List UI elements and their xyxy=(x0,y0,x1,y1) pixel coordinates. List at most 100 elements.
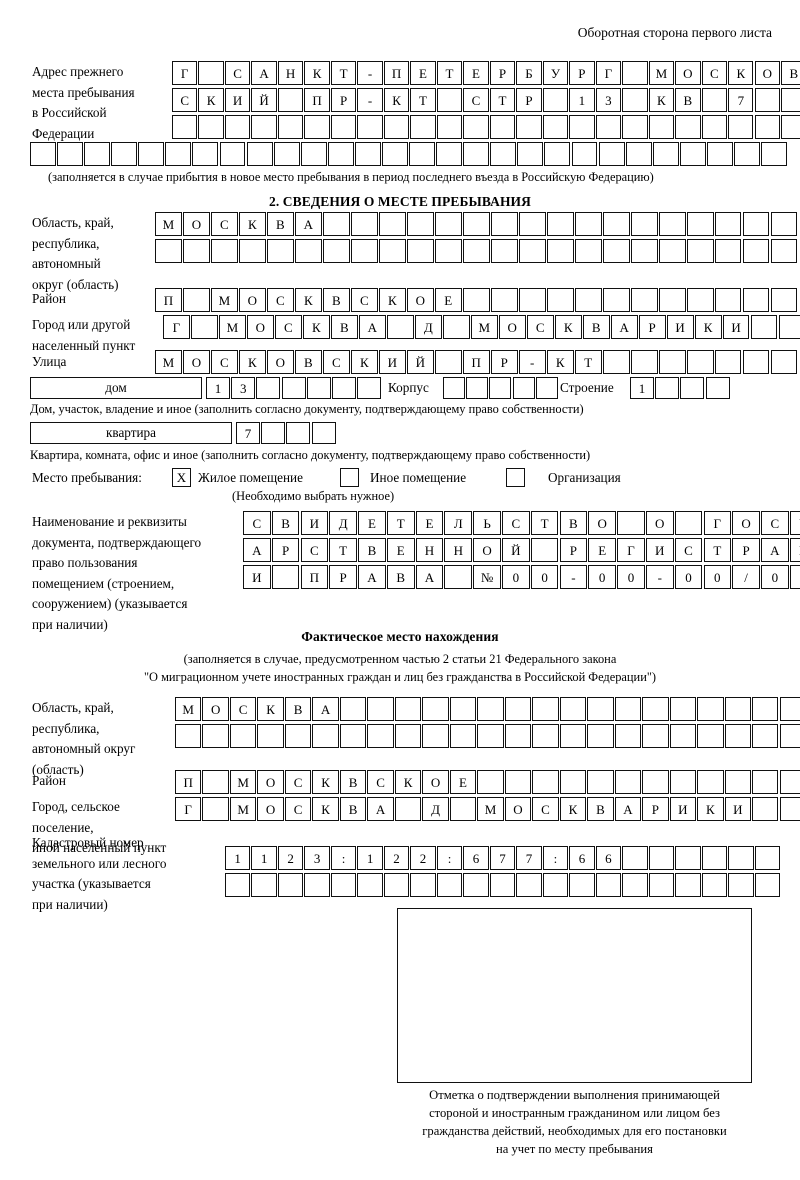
form-cell[interactable]: Н xyxy=(415,538,444,562)
form-cell[interactable]: 0 xyxy=(703,565,732,589)
form-cell[interactable] xyxy=(210,239,238,263)
form-cell[interactable]: И xyxy=(300,511,329,535)
form-cell[interactable]: В xyxy=(339,797,367,821)
form-cell[interactable]: С xyxy=(350,288,378,312)
form-cell[interactable]: Д xyxy=(422,797,449,821)
form-cell[interactable] xyxy=(422,697,449,721)
form-cell[interactable] xyxy=(477,724,504,748)
form-cell[interactable] xyxy=(542,873,569,897)
form-cell[interactable] xyxy=(680,377,705,399)
form-cell[interactable]: А xyxy=(610,315,638,339)
form-cell[interactable] xyxy=(714,350,742,374)
form-cell[interactable] xyxy=(330,115,357,139)
form-cell[interactable]: В xyxy=(330,315,358,339)
form-cell[interactable]: Р xyxy=(330,88,357,112)
form-cell[interactable]: 1 xyxy=(569,88,595,112)
form-cell[interactable]: К xyxy=(378,288,406,312)
form-cell[interactable] xyxy=(238,239,266,263)
form-cell[interactable]: 6 xyxy=(463,846,489,870)
form-cell[interactable]: 3 xyxy=(595,88,622,112)
form-cell[interactable]: К xyxy=(302,315,330,339)
form-cell[interactable] xyxy=(229,724,257,748)
form-cell[interactable]: 7 xyxy=(728,88,754,112)
form-cell[interactable] xyxy=(630,239,658,263)
form-cell[interactable]: В xyxy=(339,770,367,794)
form-cell[interactable] xyxy=(257,724,284,748)
form-cell[interactable] xyxy=(444,565,473,589)
form-cell[interactable]: И xyxy=(722,315,750,339)
document-row-1[interactable]: СВИДЕТЕЛЬСТВООГОСУД xyxy=(243,511,800,535)
form-cell[interactable]: Г xyxy=(703,511,732,535)
form-cell[interactable] xyxy=(327,142,354,166)
form-cell[interactable]: 0 xyxy=(761,565,789,589)
form-cell[interactable] xyxy=(246,142,273,166)
form-cell[interactable] xyxy=(266,239,294,263)
form-cell[interactable] xyxy=(463,115,489,139)
form-cell[interactable] xyxy=(770,239,798,263)
form-cell[interactable]: 2 xyxy=(277,846,304,870)
form-cell[interactable] xyxy=(182,288,210,312)
form-cell[interactable]: Г xyxy=(595,61,622,85)
form-cell[interactable] xyxy=(271,565,300,589)
form-cell[interactable]: К xyxy=(238,350,266,374)
form-cell[interactable] xyxy=(752,797,779,821)
form-cell[interactable] xyxy=(357,873,383,897)
form-cell[interactable] xyxy=(175,724,202,748)
form-cell[interactable]: О xyxy=(202,697,229,721)
form-cell[interactable] xyxy=(532,697,559,721)
form-cell[interactable] xyxy=(84,142,111,166)
form-cell[interactable]: О xyxy=(422,770,449,794)
form-cell[interactable] xyxy=(449,697,477,721)
form-cell[interactable] xyxy=(306,377,331,399)
form-cell[interactable]: В xyxy=(284,697,312,721)
form-cell[interactable] xyxy=(595,115,622,139)
form-cell[interactable] xyxy=(734,142,760,166)
form-cell[interactable] xyxy=(512,377,535,399)
form-cell[interactable]: С xyxy=(463,88,489,112)
form-cell[interactable] xyxy=(202,770,229,794)
form-cell[interactable]: Т xyxy=(530,511,559,535)
form-cell[interactable]: : xyxy=(330,846,357,870)
form-cell[interactable]: А xyxy=(415,565,444,589)
form-cell[interactable]: В xyxy=(559,511,588,535)
form-cell[interactable]: П xyxy=(383,61,410,85)
form-cell[interactable] xyxy=(569,115,595,139)
form-cell[interactable] xyxy=(714,288,742,312)
form-cell[interactable] xyxy=(286,422,311,444)
form-cell[interactable]: Е xyxy=(410,61,436,85)
form-cell[interactable] xyxy=(434,350,462,374)
form-cell[interactable]: К xyxy=(383,88,410,112)
form-cell[interactable] xyxy=(701,873,728,897)
form-cell[interactable]: И xyxy=(669,797,697,821)
form-cell[interactable]: 6 xyxy=(595,846,622,870)
form-cell[interactable] xyxy=(658,288,686,312)
form-cell[interactable]: К xyxy=(728,61,754,85)
form-cell[interactable] xyxy=(466,377,489,399)
form-cell[interactable]: 1 xyxy=(357,846,383,870)
form-cell[interactable]: О xyxy=(754,61,780,85)
form-cell[interactable]: С xyxy=(224,61,251,85)
form-cell[interactable] xyxy=(658,239,686,263)
form-cell[interactable] xyxy=(761,142,787,166)
form-cell[interactable] xyxy=(312,724,339,748)
form-cell[interactable]: 1 xyxy=(251,846,277,870)
form-cell[interactable] xyxy=(304,115,330,139)
form-cell[interactable]: О xyxy=(732,511,760,535)
form-cell[interactable] xyxy=(587,770,614,794)
form-cell[interactable]: О xyxy=(238,288,266,312)
form-cell[interactable]: - xyxy=(518,350,546,374)
confirmation-stamp-box[interactable] xyxy=(397,908,752,1083)
form-cell[interactable]: В xyxy=(587,797,614,821)
form-cell[interactable]: С xyxy=(526,315,554,339)
form-cell[interactable] xyxy=(251,873,277,897)
form-cell[interactable] xyxy=(256,377,281,399)
form-cell[interactable] xyxy=(571,142,598,166)
form-cell[interactable] xyxy=(779,724,800,748)
form-cell[interactable]: О xyxy=(257,770,284,794)
form-cell[interactable]: С xyxy=(502,511,530,535)
form-cell[interactable]: В xyxy=(781,61,800,85)
form-cell[interactable] xyxy=(489,873,516,897)
form-cell[interactable] xyxy=(410,873,436,897)
form-cell[interactable]: И xyxy=(224,88,251,112)
